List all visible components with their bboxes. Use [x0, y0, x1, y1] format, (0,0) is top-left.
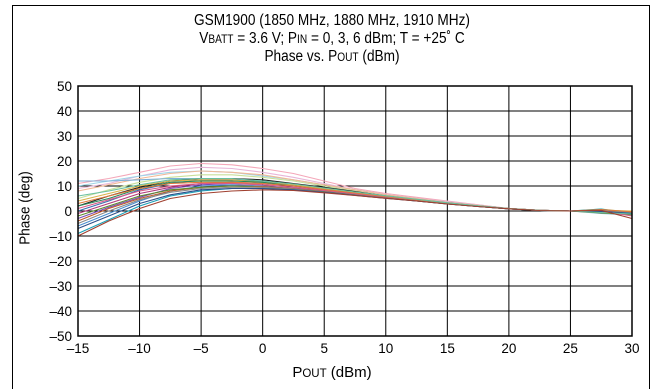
x-tick-label: 15: [440, 341, 455, 356]
chart-title-line-2: VBATT = 3.6 V; PIN = 0, 3, 6 dBm; T = +2…: [40, 30, 624, 48]
y-tick-label: –20: [49, 254, 72, 269]
x-axis-label-part: OUT: [302, 368, 327, 380]
plot-border: [77, 85, 633, 337]
x-tick-label: –10: [128, 341, 151, 356]
title-line-2-part: = 0, 3, 6 dBm; T = +25˚ C: [307, 30, 465, 47]
y-tick-label: –40: [49, 304, 72, 319]
y-tick-label: 50: [57, 79, 72, 94]
title-line-3-part: OUT: [337, 52, 359, 64]
y-tick-label: –10: [49, 229, 72, 244]
title-line-1-part: GSM1900 (1850 MHz, 1880 MHz, 1910 MHz): [194, 12, 470, 29]
title-line-3-part: Phase vs. P: [264, 48, 338, 65]
title-line-2-part: IN: [297, 34, 308, 46]
series-line-22: [77, 189, 633, 237]
x-tick-label: 20: [501, 341, 516, 356]
title-line-3-part: (dBm): [358, 48, 400, 65]
x-tick-label: 10: [378, 341, 393, 356]
title-line-2-part: = 3.6 V; P: [233, 30, 298, 47]
y-tick-label: 10: [57, 179, 72, 194]
x-tick-label: 30: [624, 341, 639, 356]
x-tick-label: –15: [67, 341, 90, 356]
y-tick-label: 0: [64, 204, 72, 219]
x-axis-label-part: (dBm): [326, 364, 372, 381]
x-tick-label: 0: [259, 341, 267, 356]
y-tick-label: 40: [57, 104, 72, 119]
y-axis-label: Phase (deg): [16, 171, 34, 245]
y-tick-label: 30: [57, 129, 72, 144]
x-axis-label-part: P: [292, 364, 303, 381]
chart-title-line-1: GSM1900 (1850 MHz, 1880 MHz, 1910 MHz): [40, 12, 624, 30]
title-line-2-part: BATT: [208, 34, 234, 46]
x-tick-label: 25: [563, 341, 578, 356]
y-tick-label: –50: [49, 329, 72, 344]
x-tick-label: –5: [194, 341, 209, 356]
chart-title-line-3: Phase vs. POUT (dBm): [40, 48, 624, 66]
x-tick-label: 5: [320, 341, 328, 356]
title-line-2-part: V: [199, 30, 209, 47]
y-tick-label: –30: [49, 279, 72, 294]
x-axis-label: POUT (dBm): [0, 364, 664, 381]
y-tick-label: 20: [57, 154, 72, 169]
